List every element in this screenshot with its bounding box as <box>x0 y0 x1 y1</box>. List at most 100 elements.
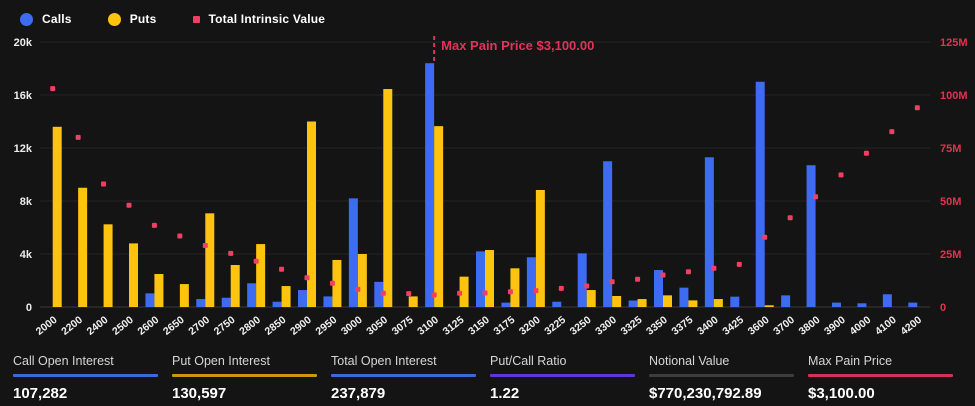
intrinsic-dot-3050 <box>380 290 386 296</box>
puts-bar-3050 <box>383 89 393 307</box>
stat-label: Notional Value <box>649 354 730 368</box>
stat-label: Call Open Interest <box>13 354 114 368</box>
svg-text:3050: 3050 <box>364 314 390 338</box>
puts-bar-2000 <box>52 126 62 307</box>
calls-bar-3050 <box>374 281 384 307</box>
puts-bar-2850 <box>281 286 291 307</box>
svg-text:3200: 3200 <box>517 314 543 338</box>
svg-text:3600: 3600 <box>746 314 772 338</box>
chart-svg[interactable]: 0 0 4k 25M 8k 50M 12k 75M 16k 100M 20k 125M 2000 2200… <box>0 0 975 345</box>
stat-put-open-interest: Put Open Interest 130,597 <box>172 354 317 402</box>
intrinsic-dot-3125 <box>457 290 463 296</box>
legend-label-calls: Calls <box>42 12 72 26</box>
stat-value: $770,230,792.89 <box>649 385 762 402</box>
calls-bar-2700 <box>196 299 206 307</box>
calls-bar-3900 <box>832 302 841 307</box>
svg-text:3000: 3000 <box>339 314 365 338</box>
intrinsic-dot-2900 <box>304 275 310 281</box>
stat-underline <box>172 374 317 377</box>
intrinsic-dot-2650 <box>177 233 183 239</box>
calls-bar-3700 <box>781 295 791 307</box>
legend-item-intrinsic[interactable]: Total Intrinsic Value <box>192 12 326 26</box>
puts-bar-3125 <box>459 276 469 307</box>
intrinsic-dot-2750 <box>228 250 234 256</box>
svg-text:3250: 3250 <box>568 314 594 338</box>
stat-max-pain-price: Max Pain Price $3,100.00 <box>808 354 953 402</box>
max-pain-chart[interactable]: 0 0 4k 25M 8k 50M 12k 75M 16k 100M 20k 125M 2000 2200… <box>0 0 975 345</box>
svg-text:3800: 3800 <box>797 314 823 338</box>
intrinsic-dot-2500 <box>126 202 132 208</box>
svg-text:0: 0 <box>940 302 946 314</box>
calls-bar-2950 <box>323 296 333 307</box>
stat-label: Max Pain Price <box>808 354 893 368</box>
puts-bar-2800 <box>256 244 266 307</box>
puts-bar-3350 <box>663 295 672 307</box>
stat-notional-value: Notional Value $770,230,792.89 <box>649 354 794 402</box>
puts-bar-3100 <box>434 126 444 307</box>
svg-text:3325: 3325 <box>619 314 645 338</box>
puts-swatch-icon <box>107 12 121 26</box>
svg-text:0: 0 <box>26 302 32 314</box>
svg-text:2000: 2000 <box>34 314 60 338</box>
calls-bar-3375 <box>679 287 689 307</box>
legend-item-puts[interactable]: Puts <box>107 12 157 26</box>
puts-bar-2900 <box>307 121 316 307</box>
svg-text:2500: 2500 <box>110 314 136 338</box>
calls-bar-3000 <box>348 198 358 307</box>
puts-bar-2600 <box>154 274 164 307</box>
intrinsic-dot-4100 <box>889 129 895 135</box>
svg-text:3075: 3075 <box>390 314 416 338</box>
calls-bar-2850 <box>272 301 282 307</box>
svg-text:2200: 2200 <box>59 314 85 338</box>
puts-bar-2700 <box>205 213 215 307</box>
calls-bar-3325 <box>628 300 638 307</box>
intrinsic-dot-3225 <box>558 285 564 291</box>
calls-bar-4100 <box>882 294 892 307</box>
max-pain-annotation: Max Pain Price $3,100.00 <box>441 38 594 53</box>
intrinsic-dot-3200 <box>533 288 539 294</box>
stat-underline <box>649 374 794 377</box>
puts-bar-3600 <box>764 305 774 307</box>
calls-bar-3200 <box>526 257 536 307</box>
svg-text:2650: 2650 <box>161 314 187 338</box>
stats-bar: Call Open Interest 107,282 Put Open Inte… <box>0 350 975 402</box>
svg-text:3100: 3100 <box>415 314 441 338</box>
svg-text:2950: 2950 <box>313 314 339 338</box>
svg-text:100M: 100M <box>940 90 968 102</box>
puts-bar-3300 <box>612 296 622 307</box>
svg-text:2750: 2750 <box>212 314 238 338</box>
svg-text:2800: 2800 <box>237 314 263 338</box>
calls-bar-2800 <box>247 283 257 307</box>
intrinsic-dot-2800 <box>253 258 259 264</box>
calls-bar-3150 <box>476 251 485 307</box>
stat-value: 1.22 <box>490 385 520 402</box>
legend-label-intrinsic: Total Intrinsic Value <box>208 12 326 26</box>
stat-underline <box>808 374 953 377</box>
puts-bar-3325 <box>637 299 647 307</box>
calls-bar-2600 <box>145 293 155 307</box>
calls-bar-3800 <box>806 165 816 307</box>
calls-bar-3600 <box>755 81 765 307</box>
intrinsic-dot-3700 <box>787 215 793 221</box>
puts-bar-3175 <box>510 268 520 307</box>
intrinsic-dot-2000 <box>50 86 56 92</box>
legend-item-calls[interactable]: Calls <box>20 12 72 26</box>
calls-bar-2750 <box>221 297 231 307</box>
svg-text:4k: 4k <box>20 249 33 261</box>
calls-bar-4200 <box>908 302 918 307</box>
svg-text:2700: 2700 <box>186 314 212 338</box>
svg-text:8k: 8k <box>20 196 33 208</box>
stat-value: 130,597 <box>172 385 227 402</box>
intrinsic-dot-2200 <box>75 134 81 140</box>
svg-text:3900: 3900 <box>822 314 848 338</box>
puts-bar-3000 <box>357 254 367 307</box>
svg-text:4000: 4000 <box>847 314 873 338</box>
intrinsic-dot-3000 <box>355 286 361 292</box>
svg-text:25M: 25M <box>940 249 961 261</box>
calls-bar-3300 <box>603 161 613 307</box>
intrinsic-dot-2700 <box>202 243 208 249</box>
intrinsic-dot-2850 <box>279 266 285 272</box>
legend-label-puts: Puts <box>129 12 157 26</box>
svg-text:3700: 3700 <box>771 314 797 338</box>
intrinsic-dot-3325 <box>635 276 641 282</box>
